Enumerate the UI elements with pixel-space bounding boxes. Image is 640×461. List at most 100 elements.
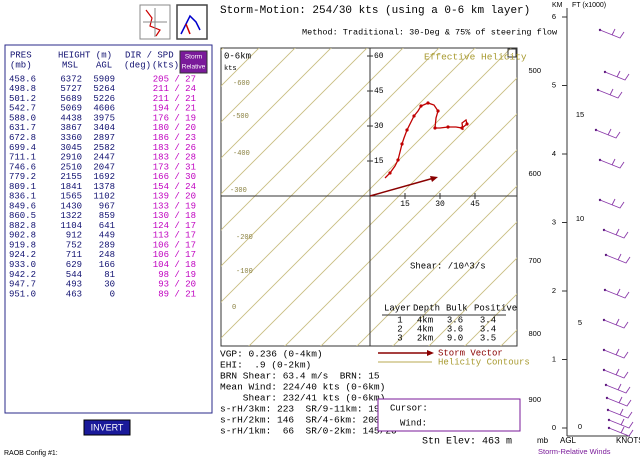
barb-flag [615, 228, 620, 236]
x-tick-label: 45 [470, 200, 480, 209]
shear-header: Bulk [446, 303, 468, 313]
pres-cell: 779.2 [9, 172, 36, 182]
km-tick-label: 3 [552, 217, 556, 226]
button-label[interactable]: Relative [182, 64, 206, 71]
hodo-layer: 0-6km [224, 51, 251, 61]
wind-cell: 113 / 17 [153, 231, 196, 241]
y-tick-label: 15 [374, 157, 384, 166]
pres-cell: 933.0 [9, 260, 36, 270]
pres-cell: 501.2 [9, 94, 36, 104]
helicity-contour [500, 329, 517, 346]
button-label[interactable]: Storm [185, 54, 202, 61]
elevation: Stn Elev: 463 m [422, 436, 512, 448]
msl-cell: 2910 [60, 153, 82, 163]
msl-cell: 1104 [60, 221, 82, 231]
wind-cell: 166 / 30 [153, 172, 196, 182]
contour-label: -100 [236, 268, 253, 276]
barb-flag [615, 368, 620, 376]
wind-barb [597, 89, 623, 99]
wind-barb [595, 129, 621, 139]
agl-cell: 967 [99, 201, 115, 211]
agl-cell: 30 [104, 280, 115, 290]
wind-cell: 205 / 27 [153, 74, 196, 84]
shear-cell: 4km [417, 324, 433, 334]
shear-cell: 3.6 [447, 315, 463, 325]
msl-cell: 5727 [60, 84, 82, 94]
pres-cell: 498.8 [9, 84, 36, 94]
barb-flag [611, 198, 616, 206]
agl-cell: 2047 [93, 162, 115, 172]
shear-cell: 3.5 [480, 333, 496, 343]
storm-vector [369, 177, 435, 197]
stat-line: s-rH/3km: 223 SR/9-11km: 190/35 [220, 404, 403, 415]
msl-cell: 3867 [60, 123, 82, 133]
col-unit: (kts) [152, 60, 179, 70]
stat-line: VGP: 0.236 (0-4km) [220, 349, 323, 360]
contour-label: 0 [232, 304, 236, 312]
helicity-contour [533, 20, 640, 350]
pres-cell: 588.0 [9, 113, 36, 123]
helicity-contour [221, 48, 260, 87]
helicity-contour [221, 48, 296, 123]
pres-cell: 746.6 [9, 162, 36, 172]
msl-cell: 6372 [60, 74, 82, 84]
pres-cell: 809.1 [9, 182, 36, 192]
storm-relative-button[interactable]: Storm Relative [179, 50, 208, 74]
cursor-label: Cursor: [390, 403, 428, 413]
agl-cell: 248 [99, 250, 115, 260]
invert-button[interactable]: INVERT [83, 419, 131, 436]
legend-swatch [427, 350, 434, 356]
col-unit: (deg) [124, 60, 151, 70]
barb-flag [607, 128, 612, 136]
shear-header: Depth [413, 303, 440, 313]
agl-cell: 5264 [93, 84, 115, 94]
barb-flag [617, 383, 622, 391]
data-table: PRES HEIGHT (m) DIR / SPD (mb) MSL AGL (… [9, 50, 196, 299]
agl-cell: 3975 [93, 113, 115, 123]
barb-flag [611, 28, 616, 36]
wind-cell: 106 / 17 [153, 240, 196, 250]
wind-barb [608, 419, 634, 429]
msl-cell: 463 [66, 289, 82, 299]
shear-cell: 4km [417, 315, 433, 325]
pres-cell: 919.8 [9, 240, 36, 250]
msl-cell: 912 [66, 231, 82, 241]
hodo-units: kts [224, 65, 237, 73]
wind-cell: 194 / 21 [153, 104, 196, 114]
stat-line: Shear: 232/41 kts (0-6km) [220, 393, 385, 404]
shear-cell: 1 [397, 315, 402, 325]
wind-label: Wind: [400, 418, 427, 428]
col-header: HEIGHT (m) [58, 50, 112, 60]
view-icons[interactable] [139, 4, 208, 40]
pres-cell: 672.8 [9, 133, 36, 143]
wind-barb [599, 159, 625, 169]
barb-flag [619, 408, 624, 416]
stat-line: s-rH/1km: 66 SR/0-2km: 145/20 [220, 426, 397, 437]
stat-line: BRN Shear: 63.4 m/s BRN: 15 [220, 371, 380, 382]
agl-cell: 449 [99, 231, 115, 241]
km-tick-label: 4 [552, 149, 556, 158]
shear-cell: 3.6 [447, 324, 463, 334]
km-tick-label: 2 [552, 286, 556, 295]
helicity-contour [221, 48, 512, 339]
wind-cell: 124 / 17 [153, 221, 196, 231]
pres-cell: 836.1 [9, 192, 36, 202]
contour-label: -300 [230, 187, 247, 195]
stats: VGP: 0.236 (0-4km)EHI: .9 (0-2km)BRN She… [220, 349, 403, 437]
x-tick-label: 15 [400, 200, 410, 209]
hodograph: 0-6km kts Effective Helicity Shear: /10^… [220, 20, 640, 350]
barb-flag [616, 70, 621, 78]
hodograph-points [388, 101, 469, 175]
data-table-frame [4, 44, 213, 414]
storm-motion: Storm-Motion: 254/30 kts (using a 0-6 km… [220, 5, 530, 17]
wind-cell: 104 / 18 [153, 260, 196, 270]
mb-tick-label: 500 [528, 66, 541, 75]
pres-cell: 947.7 [9, 280, 36, 290]
button-label[interactable]: INVERT [91, 422, 124, 432]
ft-label: FT (x1000) [572, 2, 606, 9]
wind-barb [607, 409, 633, 419]
agl-cell: 5909 [93, 74, 115, 84]
pres-cell: 924.2 [9, 250, 36, 260]
profile-caption: Storm-Relative Winds [538, 447, 611, 456]
